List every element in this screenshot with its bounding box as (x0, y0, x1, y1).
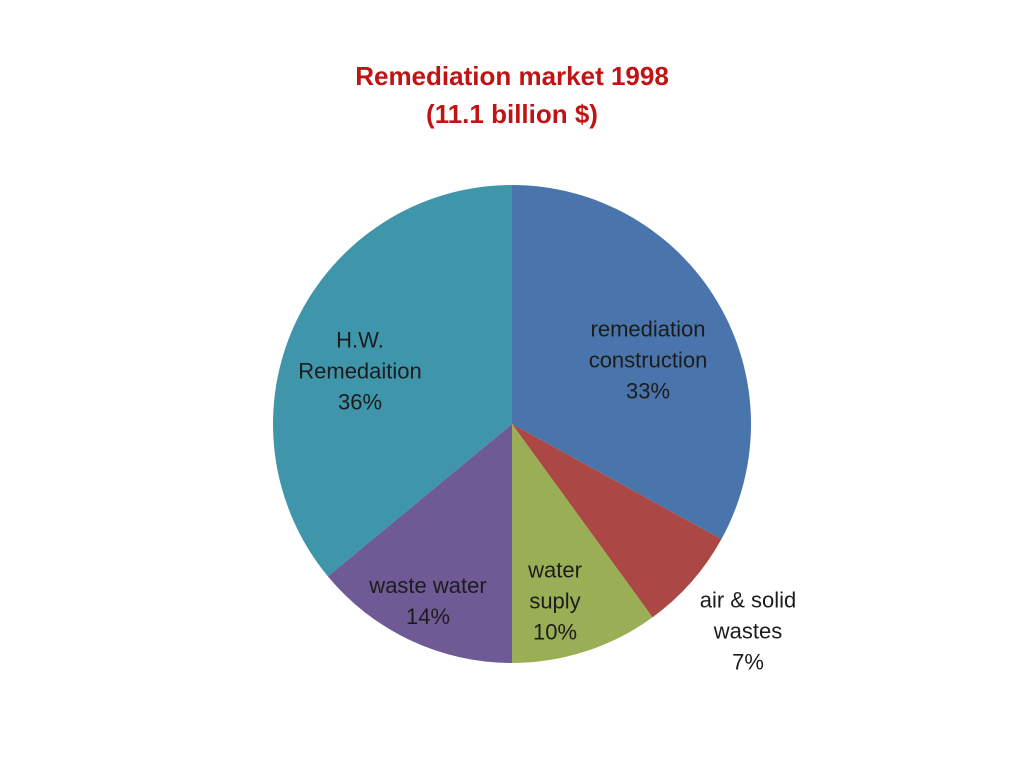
pie-slice-water-suply (512, 424, 653, 663)
slice-label-line: construction (588, 347, 708, 373)
slice-label-pct: 7% (732, 649, 764, 675)
slice-label-line: Remedaition (298, 358, 422, 384)
chart-title: Remediation market 1998 (11.1 billion $) (0, 57, 1024, 133)
slice-label-water-suply: water suply 10% (528, 555, 582, 648)
pie-slice-hw-remedaition (273, 185, 512, 577)
chart-title-line2: (11.1 billion $) (426, 99, 598, 129)
slice-label-line: wastes (713, 618, 783, 644)
slice-label-line: remediation (590, 316, 706, 342)
slice-label-air-solid-wastes: air & solid wastes 7% (700, 585, 797, 678)
pie-slice-air-solid-wastes (512, 424, 722, 618)
slice-label-line: air & solid (699, 587, 797, 613)
slice-label-waste-water: waste water 14% (369, 570, 486, 632)
slice-label-line: water (528, 557, 582, 583)
chart-title-line1: Remediation market 1998 (355, 61, 669, 91)
slice-label-line: H.W. (336, 327, 384, 353)
slice-label-pct: 10% (532, 619, 578, 645)
pie-slice-remediation-construction (512, 185, 752, 540)
slice-label-line: suply (529, 588, 581, 614)
slice-label-pct: 36% (337, 389, 383, 415)
slice-label-pct: 33% (625, 378, 671, 404)
slice-label-line: waste water (369, 573, 487, 598)
slice-label-remediation-construction: remediation construction 33% (589, 314, 708, 407)
slice-label-hw-remedaition: H.W. Remedaition 36% (298, 325, 422, 418)
slice-label-pct: 14% (405, 604, 451, 629)
pie-slice-waste-water (327, 424, 512, 663)
